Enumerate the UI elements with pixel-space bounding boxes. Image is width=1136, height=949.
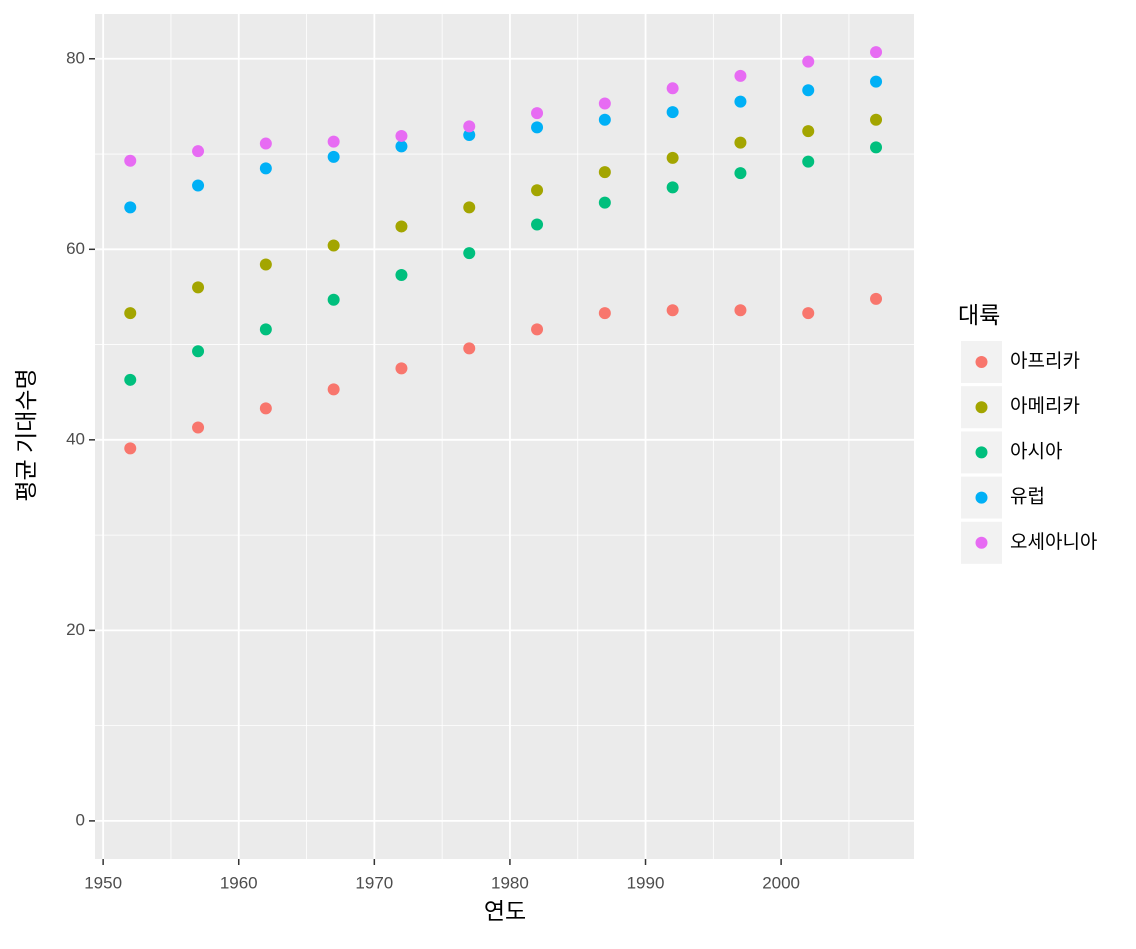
point [802, 55, 815, 68]
point [802, 125, 815, 138]
y-tick-label: 60 [66, 239, 85, 258]
point [734, 95, 747, 108]
point [395, 362, 408, 375]
point [598, 97, 611, 110]
legend-marker [975, 356, 988, 368]
point [598, 113, 611, 126]
point [192, 179, 205, 192]
point [531, 121, 544, 134]
point [870, 75, 883, 88]
x-tick-label: 2000 [762, 873, 800, 892]
y-tick-label: 20 [66, 620, 85, 639]
point [531, 107, 544, 120]
point [531, 218, 544, 231]
legend-marker [975, 491, 988, 504]
point [666, 181, 679, 194]
point [395, 269, 408, 282]
x-tick-label: 1950 [84, 873, 122, 892]
point [192, 421, 205, 434]
point [395, 140, 408, 153]
x-tick-label: 1970 [355, 873, 393, 892]
point [463, 120, 476, 133]
x-axis-title: 연도 [484, 898, 526, 924]
point [598, 307, 611, 320]
point [327, 293, 340, 306]
point [463, 342, 476, 355]
point [666, 106, 679, 119]
point [259, 402, 272, 415]
point [327, 135, 340, 148]
point [734, 136, 747, 149]
y-tick-label: 0 [76, 810, 85, 829]
legend-marker [975, 401, 988, 414]
x-tick-label: 1960 [220, 873, 258, 892]
point [598, 196, 611, 209]
point [327, 150, 340, 163]
point [327, 383, 340, 396]
legend-label: 아프리카 [1010, 350, 1080, 372]
point [259, 323, 272, 336]
point [124, 201, 137, 214]
point [666, 151, 679, 164]
y-tick-label: 80 [66, 48, 85, 67]
point [870, 113, 883, 126]
point [192, 145, 205, 158]
point [124, 154, 137, 167]
point [870, 141, 883, 154]
point [124, 307, 137, 320]
point [734, 167, 747, 180]
panel [95, 14, 914, 859]
point [734, 304, 747, 317]
point [870, 46, 883, 59]
legend-label: 아시아 [1010, 440, 1062, 462]
point [124, 442, 137, 455]
x-tick-label: 1980 [491, 873, 529, 892]
legend-label: 유럽 [1010, 486, 1045, 508]
legend-label: 아메리카 [1010, 395, 1080, 417]
point [327, 239, 340, 252]
point [802, 155, 815, 168]
y-axis-title: 평균 기대수명 [13, 368, 39, 501]
point [395, 129, 408, 142]
point [870, 292, 883, 305]
point [463, 128, 476, 141]
legend-marker [975, 446, 988, 459]
point [192, 281, 205, 294]
point [463, 201, 476, 214]
legend-marker [975, 536, 988, 549]
point [734, 69, 747, 82]
legend-title: 대륙 [958, 302, 1000, 328]
point [802, 84, 815, 97]
point [259, 162, 272, 175]
point [666, 82, 679, 95]
point [802, 307, 815, 320]
point [124, 373, 137, 386]
point [259, 258, 272, 271]
point [395, 220, 408, 233]
point [598, 166, 611, 179]
point [192, 345, 205, 358]
x-tick-label: 1990 [627, 873, 665, 892]
point [531, 184, 544, 197]
point [666, 304, 679, 317]
legend-label: 오세아니아 [1010, 531, 1097, 553]
point [463, 247, 476, 260]
point [259, 137, 272, 150]
y-tick-label: 40 [66, 429, 85, 448]
point [531, 323, 544, 336]
